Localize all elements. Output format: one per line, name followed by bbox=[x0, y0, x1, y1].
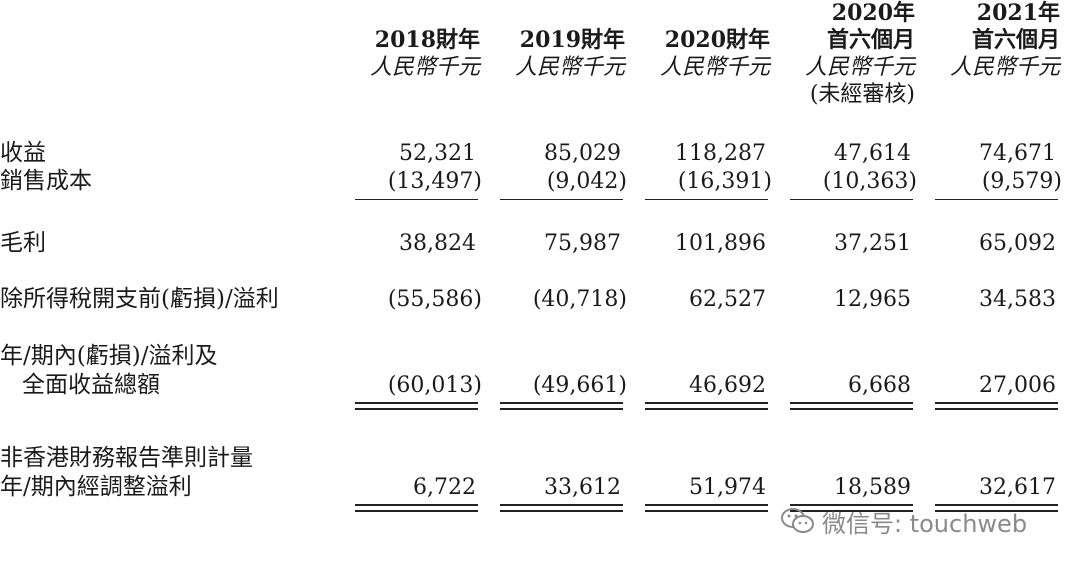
total-double-rule bbox=[935, 504, 1058, 512]
total-double-rule bbox=[645, 504, 768, 512]
column-note: (未經審核) bbox=[809, 82, 915, 107]
cell-value: 6,722 bbox=[413, 475, 476, 500]
column-header: 2021年 首六個月 人民幣千元 bbox=[915, 0, 1060, 81]
cell-value: (13,497) bbox=[387, 169, 482, 194]
subtotal-rule bbox=[500, 199, 623, 200]
cell-value: 65,092 bbox=[979, 231, 1056, 256]
total-double-rule bbox=[355, 402, 478, 410]
row-label-cost-of-sales: 銷售成本 bbox=[0, 168, 92, 194]
cell-value: (40,718) bbox=[532, 287, 627, 312]
column-header-line1: 2021年 bbox=[976, 0, 1060, 26]
cell-value: 12,965 bbox=[834, 287, 911, 312]
cell-value: 118,287 bbox=[675, 141, 766, 166]
column-header: 2019財年 人民幣千元 bbox=[485, 0, 625, 81]
cell-value: (55,586) bbox=[387, 287, 482, 312]
column-unit: 人民幣千元 bbox=[369, 55, 480, 80]
cell-value: (16,391) bbox=[677, 169, 772, 194]
column-header-line2: 2018財年 bbox=[374, 27, 480, 53]
watermark: 微信号: touchweb bbox=[780, 504, 1050, 538]
column-header-line2: 2019財年 bbox=[519, 27, 625, 53]
total-double-rule bbox=[935, 402, 1058, 410]
subtotal-rule bbox=[790, 199, 913, 200]
cell-value: (9,579) bbox=[981, 169, 1062, 194]
column-header: 2018財年 人民幣千元 bbox=[340, 0, 480, 81]
total-double-rule bbox=[500, 504, 623, 512]
column-header: 2020年 首六個月 人民幣千元 (未經審核) bbox=[770, 0, 915, 108]
cell-value: 32,617 bbox=[979, 475, 1056, 500]
total-double-rule bbox=[645, 402, 768, 410]
row-label-revenue: 收益 bbox=[0, 140, 46, 166]
cell-value: 46,692 bbox=[689, 373, 766, 398]
cell-value: 38,824 bbox=[399, 231, 476, 256]
cell-value: 18,589 bbox=[834, 475, 911, 500]
cell-value: 37,251 bbox=[834, 231, 911, 256]
row-label-profit-before-tax: 除所得稅開支前(虧損)/溢利 bbox=[0, 286, 279, 312]
cell-value: 47,614 bbox=[834, 141, 911, 166]
cell-value: 52,321 bbox=[399, 141, 476, 166]
row-label-non-hkfrs-line2: 年/期內經調整溢利 bbox=[0, 474, 192, 500]
column-header-line2: 首六個月 bbox=[826, 27, 915, 53]
cell-value: (9,042) bbox=[546, 169, 627, 194]
cell-value: (10,363) bbox=[822, 169, 917, 194]
row-label-non-hkfrs: 非香港財務報告準則計量 bbox=[0, 445, 253, 471]
subtotal-rule bbox=[645, 199, 768, 200]
column-unit: 人民幣千元 bbox=[514, 55, 625, 80]
total-double-rule bbox=[790, 402, 913, 410]
row-label-total-comprehensive-line2: 全面收益總額 bbox=[22, 372, 160, 398]
column-header-line2: 2020財年 bbox=[664, 27, 770, 53]
total-double-rule bbox=[500, 402, 623, 410]
column-unit: 人民幣千元 bbox=[949, 55, 1060, 80]
column-header-line1 bbox=[485, 0, 625, 27]
cell-value: 62,527 bbox=[689, 287, 766, 312]
column-unit: 人民幣千元 bbox=[804, 55, 915, 80]
total-double-rule bbox=[790, 504, 913, 512]
total-double-rule bbox=[355, 504, 478, 512]
column-header-line2: 首六個月 bbox=[971, 27, 1060, 53]
cell-value: (60,013) bbox=[387, 373, 482, 398]
column-header-line1: 2020年 bbox=[831, 0, 915, 26]
row-label-total-comprehensive: 年/期內(虧損)/溢利及 bbox=[0, 343, 218, 369]
column-header-line1 bbox=[340, 0, 480, 27]
wechat-icon bbox=[781, 508, 814, 533]
cell-value: 74,671 bbox=[979, 141, 1056, 166]
cell-value: 27,006 bbox=[979, 373, 1056, 398]
cell-value: (49,661) bbox=[532, 373, 627, 398]
row-label-gross-profit: 毛利 bbox=[0, 230, 46, 256]
cell-value: 85,029 bbox=[544, 141, 621, 166]
column-unit: 人民幣千元 bbox=[659, 55, 770, 80]
cell-value: 51,974 bbox=[689, 475, 766, 500]
cell-value: 101,896 bbox=[675, 231, 766, 256]
column-header-line1 bbox=[630, 0, 770, 27]
subtotal-rule bbox=[935, 199, 1058, 200]
watermark-text: 微信号: touchweb bbox=[822, 510, 1028, 538]
cell-value: 75,987 bbox=[544, 231, 621, 256]
cell-value: 34,583 bbox=[979, 287, 1056, 312]
cell-value: 6,668 bbox=[848, 373, 911, 398]
cell-value: 33,612 bbox=[544, 475, 621, 500]
subtotal-rule bbox=[355, 199, 478, 200]
column-header: 2020財年 人民幣千元 bbox=[630, 0, 770, 81]
